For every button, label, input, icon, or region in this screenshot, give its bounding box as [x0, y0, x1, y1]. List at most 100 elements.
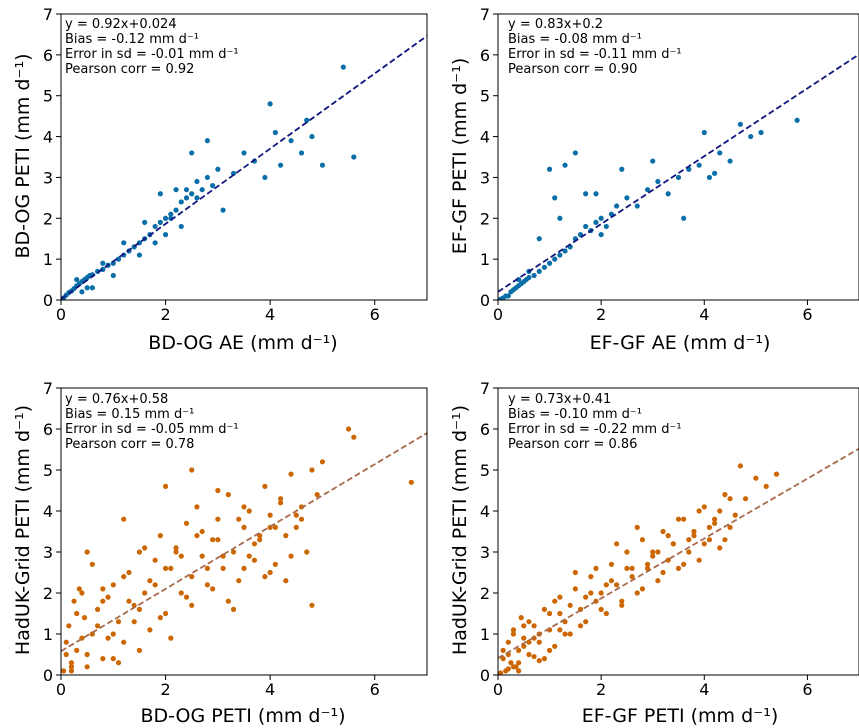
data-point	[629, 574, 635, 580]
data-point	[498, 670, 504, 675]
data-point	[629, 565, 635, 572]
data-point	[110, 582, 116, 588]
plot-area	[498, 447, 859, 675]
data-point	[583, 191, 589, 197]
data-point	[79, 289, 85, 295]
data-point	[272, 129, 278, 136]
x-axis-label: EF-GF AE (mm d⁻¹)	[590, 332, 771, 354]
data-point	[572, 569, 578, 576]
data-point	[100, 260, 106, 266]
data-point	[639, 586, 646, 592]
data-point	[603, 223, 609, 230]
data-point	[272, 561, 278, 567]
data-point	[624, 195, 630, 201]
data-point	[199, 187, 205, 193]
data-point	[773, 471, 780, 477]
x-axis-label: BD-OG AE (mm d⁻¹)	[148, 332, 337, 354]
data-point	[521, 635, 527, 641]
data-point	[650, 549, 656, 555]
data-point	[210, 537, 216, 543]
data-point	[319, 459, 326, 465]
data-point	[267, 101, 273, 107]
data-point	[71, 598, 77, 604]
data-point	[536, 236, 542, 242]
data-point	[267, 569, 273, 576]
data-point	[288, 471, 294, 477]
y-tick-label: 4	[43, 128, 53, 147]
data-point	[131, 619, 137, 625]
data-point	[546, 166, 553, 172]
data-point	[686, 537, 692, 543]
bias-annotation: Bias = 0.15 mm d⁻¹	[65, 407, 194, 422]
equation-annotation: y = 0.76x+0.58	[65, 392, 168, 407]
data-point	[89, 285, 95, 291]
data-point	[345, 426, 352, 432]
data-point	[215, 537, 221, 543]
data-point	[189, 467, 195, 473]
data-point	[518, 615, 524, 621]
data-point	[157, 533, 163, 539]
data-point	[283, 578, 289, 584]
x-tick-label: 0	[493, 305, 503, 324]
data-point	[619, 166, 625, 172]
data-point	[100, 656, 106, 662]
data-point	[63, 639, 69, 645]
data-point	[505, 666, 511, 672]
data-point	[531, 272, 537, 279]
x-axis-label: BD-OG PETI (mm d⁻¹)	[140, 705, 345, 727]
data-point	[598, 232, 604, 238]
data-point	[706, 537, 713, 543]
data-point	[110, 272, 116, 279]
data-point	[753, 475, 759, 481]
data-point	[608, 561, 615, 567]
data-point	[583, 619, 589, 625]
data-point	[508, 660, 514, 666]
data-point	[500, 656, 506, 662]
data-point	[557, 594, 563, 600]
data-point	[288, 553, 294, 559]
data-point	[95, 623, 101, 629]
data-point	[727, 524, 733, 531]
data-point	[74, 610, 80, 617]
data-point	[681, 561, 687, 567]
data-point	[173, 207, 179, 213]
data-point	[262, 574, 268, 580]
y-tick-label: 5	[43, 461, 53, 480]
data-point	[272, 524, 278, 531]
data-point	[557, 252, 563, 258]
y-tick-label: 7	[43, 379, 53, 398]
data-point	[142, 219, 148, 225]
axes-frame	[60, 387, 428, 676]
data-point	[194, 533, 200, 539]
data-point	[178, 553, 184, 559]
data-point	[567, 602, 573, 608]
fit-line	[498, 53, 859, 293]
data-point	[115, 256, 122, 262]
axes-frame	[60, 13, 428, 301]
data-point	[115, 660, 122, 666]
data-point	[225, 598, 231, 604]
data-point	[696, 557, 702, 563]
data-point	[74, 647, 80, 654]
data-point	[536, 268, 542, 274]
data-point	[157, 191, 163, 197]
y-tick-label: 0	[43, 666, 53, 685]
panel-ef-gf-peti: EF-GF PETI (mm d⁻¹) HadUK-Grid PETI (mm …	[449, 379, 859, 727]
data-point	[541, 606, 548, 613]
data-point	[126, 598, 132, 604]
y-tick-label: 2	[43, 209, 53, 228]
data-point	[220, 565, 226, 572]
data-point	[183, 195, 190, 201]
y-tick-label: 0	[480, 291, 490, 310]
data-point	[593, 219, 599, 225]
data-point	[194, 504, 200, 510]
data-point	[215, 487, 221, 494]
data-point	[110, 656, 116, 662]
data-point	[319, 162, 326, 168]
data-point	[204, 582, 210, 588]
data-point	[577, 623, 584, 629]
data-point	[100, 598, 106, 604]
data-point	[162, 215, 169, 221]
axes-frame	[497, 13, 859, 301]
data-point	[84, 664, 90, 670]
